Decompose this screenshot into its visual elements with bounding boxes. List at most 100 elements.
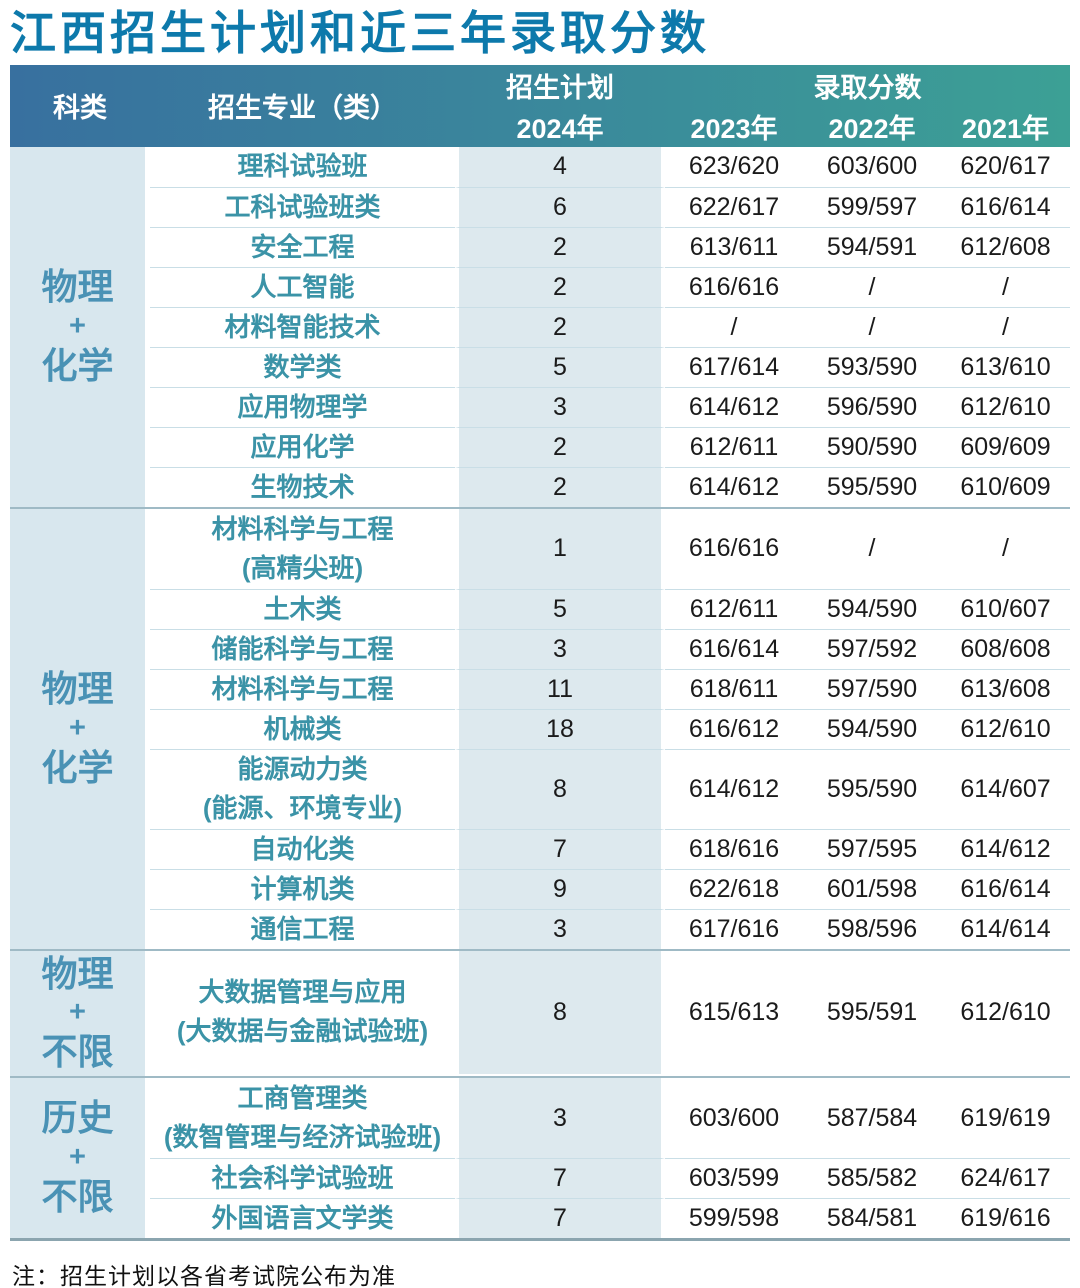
score-cell-2023: / — [665, 306, 803, 347]
score-cell-2022: 594/590 — [803, 708, 941, 749]
major-line: 应用物理学 — [237, 391, 368, 422]
major-cell: 数学类 — [150, 346, 455, 387]
score-cell-2022: 597/590 — [803, 668, 941, 709]
major-cell: 生物技术 — [150, 466, 455, 507]
score-cell-2021: 614/614 — [941, 908, 1070, 949]
table-row: 安全工程 2 613/611 594/591 612/608 — [150, 226, 1070, 267]
group-rows: 理科试验班 4 623/620 603/600 620/617 工科试验班类 6 622/61… — [150, 146, 1070, 507]
score-cell-2021: 608/608 — [941, 628, 1070, 669]
major-line: 工商管理类 — [237, 1083, 368, 1114]
major-line: 社会科学试验班 — [211, 1163, 394, 1194]
table-group: 物理 + 化学 材料科学与工程 (高精尖班) 1 616/616// 土木类 5 612/611 5… — [10, 506, 1070, 949]
major-cell: 材料科学与工程 — [150, 668, 455, 709]
score-cell-2023: 616/616 — [665, 508, 803, 589]
table-row: 自动化类 7 618/616 597/595 614/612 — [150, 828, 1070, 869]
plan-cell: 2 — [455, 306, 665, 347]
score-cell-2021: 620/617 — [941, 146, 1070, 187]
major-line: 材料科学与工程 — [211, 673, 394, 704]
score-cell-2022: 590/590 — [803, 426, 941, 467]
table-row: 通信工程 3 617/616 598/596 614/614 — [150, 908, 1070, 949]
score-cell-2021: 614/612 — [941, 828, 1070, 869]
major-line: (数智管理与经济试验班) — [163, 1122, 442, 1153]
score-cell-2021: / — [941, 266, 1070, 307]
major-cell: 外国语言文学类 — [150, 1198, 455, 1239]
major-line: 能源动力类 — [237, 754, 368, 785]
category-line: 不限 — [41, 1176, 114, 1218]
plan-cell: 7 — [455, 1158, 665, 1199]
plan-cell: 2 — [455, 426, 665, 467]
score-cell-2021: 610/609 — [941, 466, 1070, 507]
major-cell: 通信工程 — [150, 908, 455, 949]
table-row: 应用物理学 3 614/612 596/590 612/610 — [150, 386, 1070, 427]
major-line: 理科试验班 — [237, 151, 368, 182]
score-cell-2023: 622/617 — [665, 186, 803, 227]
major-line: 人工智能 — [250, 271, 355, 302]
plan-cell: 3 — [455, 908, 665, 949]
group-rows: 工商管理类 (数智管理与经济试验班) 3 603/600 587/584 619/619 社… — [150, 1078, 1070, 1239]
major-line: 数学类 — [263, 351, 342, 382]
table-row: 机械类 18 616/612 594/590 612/610 — [150, 708, 1070, 749]
score-cell-2022: 597/595 — [803, 828, 941, 869]
major-cell: 应用物理学 — [150, 386, 455, 427]
header-category: 科类 — [53, 93, 107, 124]
score-cell-2022: 594/590 — [803, 588, 941, 629]
category-line: 历史 — [41, 1097, 114, 1139]
score-cell-2021: / — [941, 306, 1070, 347]
score-cell-2021: 613/608 — [941, 668, 1070, 709]
score-cell-2021: 610/607 — [941, 588, 1070, 629]
major-line: 材料智能技术 — [224, 311, 381, 342]
score-cell-2021: 612/610 — [941, 950, 1070, 1074]
major-line: 安全工程 — [250, 231, 355, 262]
score-cell-2022: 585/582 — [803, 1158, 941, 1199]
major-cell: 机械类 — [150, 708, 455, 749]
table-row: 工商管理类 (数智管理与经济试验班) 3 603/600 587/584 619/619 — [150, 1078, 1070, 1159]
table-row: 储能科学与工程 3 616/614 597/592 608/608 — [150, 628, 1070, 669]
score-cell-2023: 622/618 — [665, 868, 803, 909]
category-line: 化学 — [41, 746, 114, 788]
table-row: 材料科学与工程 11 618/611 597/590 613/608 — [150, 668, 1070, 709]
plan-cell: 2 — [455, 466, 665, 507]
major-cell: 材料科学与工程 (高精尖班) — [150, 508, 455, 589]
score-cell-2023: 614/612 — [665, 386, 803, 427]
score-cell-2023: 617/614 — [665, 346, 803, 387]
score-cell-2021: 619/616 — [941, 1198, 1070, 1239]
table-row: 生物技术 2 614/612 595/590 610/609 — [150, 466, 1070, 507]
plan-cell: 8 — [455, 950, 665, 1074]
score-cell-2021: 612/610 — [941, 386, 1070, 427]
category-line: 物理 — [41, 667, 114, 709]
score-cell-2022: 593/590 — [803, 346, 941, 387]
score-cell-2023: 614/612 — [665, 748, 803, 829]
score-cell-2022: 595/590 — [803, 466, 941, 507]
major-line: (高精尖班) — [241, 552, 364, 583]
score-cell-2021: / — [941, 508, 1070, 589]
score-cell-2021: 614/607 — [941, 748, 1070, 829]
category-line: + — [69, 309, 86, 342]
table-row: 理科试验班 4 623/620 603/600 620/617 — [150, 146, 1070, 187]
plan-cell: 5 — [455, 346, 665, 387]
category-line: 物理 — [41, 952, 114, 994]
header-year-2024: 2024年 — [516, 113, 604, 144]
major-line: 外国语言文学类 — [211, 1203, 394, 1234]
table-row: 能源动力类 (能源、环境专业) 8 614/612 595/590 614/607 — [150, 748, 1070, 829]
category-line: + — [69, 711, 86, 744]
category-cell: 物理 + 不限 — [10, 950, 150, 1077]
major-line: 土木类 — [263, 593, 342, 624]
score-cell-2023: 618/611 — [665, 668, 803, 709]
major-cell: 理科试验班 — [150, 146, 455, 187]
major-line: 机械类 — [263, 713, 342, 744]
category-line: 化学 — [41, 344, 114, 386]
major-cell: 自动化类 — [150, 828, 455, 869]
major-cell: 人工智能 — [150, 266, 455, 307]
major-cell: 安全工程 — [150, 226, 455, 267]
plan-cell: 4 — [455, 146, 665, 187]
plan-cell: 2 — [455, 226, 665, 267]
plan-cell: 7 — [455, 1198, 665, 1239]
score-cell-2023: 616/614 — [665, 628, 803, 669]
score-cell-2023: 613/611 — [665, 226, 803, 267]
plan-cell: 8 — [455, 748, 665, 829]
category-line: 不限 — [41, 1031, 114, 1073]
major-cell: 材料智能技术 — [150, 306, 455, 347]
score-cell-2022: 584/581 — [803, 1198, 941, 1239]
score-cell-2021: 612/610 — [941, 708, 1070, 749]
